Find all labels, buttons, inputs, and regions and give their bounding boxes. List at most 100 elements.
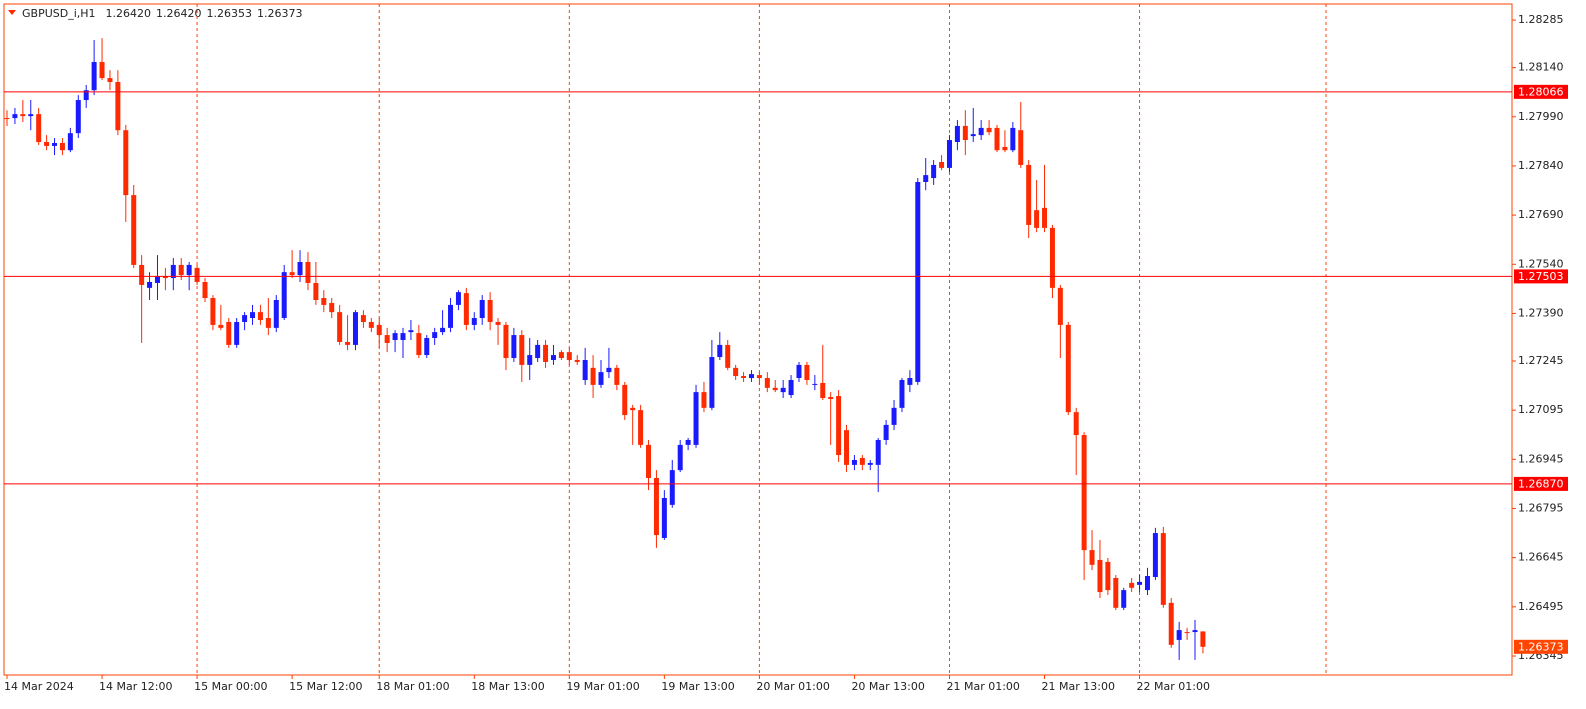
candle-body (463, 293, 469, 325)
candle-body (1026, 164, 1032, 225)
candle-body (186, 264, 192, 276)
candle-body (313, 282, 319, 301)
candle-body (582, 359, 588, 380)
candle-body (123, 130, 129, 196)
candle-body (772, 387, 778, 391)
candle-body (52, 142, 58, 146)
candle-body (685, 439, 691, 445)
candle-body (455, 292, 461, 305)
candle-body (812, 383, 818, 385)
candle-body (424, 338, 430, 356)
candle-body (376, 324, 382, 336)
symbol: GBPUSD_i,H1 (22, 7, 96, 20)
candle-body (1121, 590, 1127, 608)
candle-body (360, 315, 366, 322)
candle-body (1018, 130, 1024, 165)
x-tick-label: 19 Mar 13:00 (661, 680, 734, 693)
candle-body (12, 114, 18, 119)
candle-body (543, 344, 549, 362)
candle-body (622, 384, 628, 416)
candle-body (725, 344, 731, 368)
candle-body (305, 261, 311, 283)
candle-body (780, 387, 786, 393)
candle-body (352, 312, 358, 345)
candle-body (574, 359, 580, 362)
candle-body (487, 300, 493, 322)
chart-header: GBPUSD_i,H1 1.26420 1.26420 1.26353 1.26373 (22, 7, 303, 20)
candle-body (194, 267, 200, 282)
x-tick-label: 21 Mar 01:00 (946, 680, 1019, 693)
y-tick-label: 1.27990 (1518, 110, 1564, 123)
candle-body (693, 392, 699, 445)
candle-body (20, 114, 26, 117)
candle-body (788, 379, 794, 396)
candle-body (265, 318, 271, 328)
last-price-label: 1.26373 (1518, 640, 1564, 653)
candle-body (1057, 287, 1063, 325)
candle-body (59, 142, 65, 151)
candle-body (162, 276, 168, 279)
candle-body (170, 264, 176, 279)
candle-body (99, 62, 105, 79)
x-tick-label: 20 Mar 01:00 (756, 680, 829, 693)
level-tag-label: 1.26870 (1518, 477, 1564, 490)
candle-body (915, 181, 921, 382)
candle-body (883, 424, 889, 440)
candle-body (131, 195, 137, 265)
candle-body (550, 355, 556, 360)
x-tick-label: 15 Mar 00:00 (194, 680, 267, 693)
x-tick-label: 14 Mar 12:00 (99, 680, 172, 693)
candle-body (946, 140, 952, 168)
candle-body (202, 281, 208, 299)
candle-body (345, 341, 351, 345)
candle-body (994, 127, 1000, 151)
candle-body (257, 312, 263, 320)
candle-body (598, 372, 604, 385)
candle-body (408, 330, 414, 333)
candle-body (851, 459, 857, 465)
y-tick-label: 1.27095 (1518, 403, 1564, 416)
y-tick-label: 1.28285 (1518, 13, 1564, 26)
candle-body (1105, 561, 1111, 591)
candle-body (329, 302, 335, 313)
candle-body (1152, 533, 1158, 577)
candle-body (139, 264, 145, 285)
y-tick-label: 1.26495 (1518, 600, 1564, 613)
candle-body (527, 355, 533, 365)
candle-body (368, 321, 374, 328)
x-tick-label: 18 Mar 13:00 (471, 680, 544, 693)
candle-body (741, 376, 747, 379)
candle-body (1192, 630, 1198, 633)
candle-body (1184, 632, 1190, 634)
candle-body (923, 175, 929, 182)
candle-body (796, 364, 802, 379)
candle-body (970, 134, 976, 137)
candle-body (1176, 630, 1182, 640)
candle-body (448, 304, 454, 328)
candle-body (1065, 324, 1071, 413)
candle-body (986, 127, 992, 133)
candle-body (701, 392, 707, 408)
header-ohlc: 1.26353 (207, 7, 253, 20)
candle-body (416, 333, 422, 356)
candle-body (1129, 582, 1135, 588)
candle-body (820, 382, 826, 399)
x-tick-label: 14 Mar 2024 (4, 680, 74, 693)
candle-body (178, 264, 184, 276)
candle-body (384, 335, 390, 343)
candle-body (1002, 146, 1008, 151)
candle-body (1073, 412, 1079, 436)
candle-body (606, 367, 612, 373)
y-tick-label: 1.28140 (1518, 61, 1564, 74)
candle-body (1010, 127, 1016, 151)
level-tag-label: 1.27503 (1518, 270, 1564, 283)
menu-marker[interactable] (8, 10, 16, 15)
candle-body (1097, 559, 1103, 593)
candle-body (764, 378, 770, 388)
header-ohlc: 1.26420 (106, 7, 152, 20)
candle-body (1168, 602, 1174, 645)
candle-body (392, 333, 398, 340)
